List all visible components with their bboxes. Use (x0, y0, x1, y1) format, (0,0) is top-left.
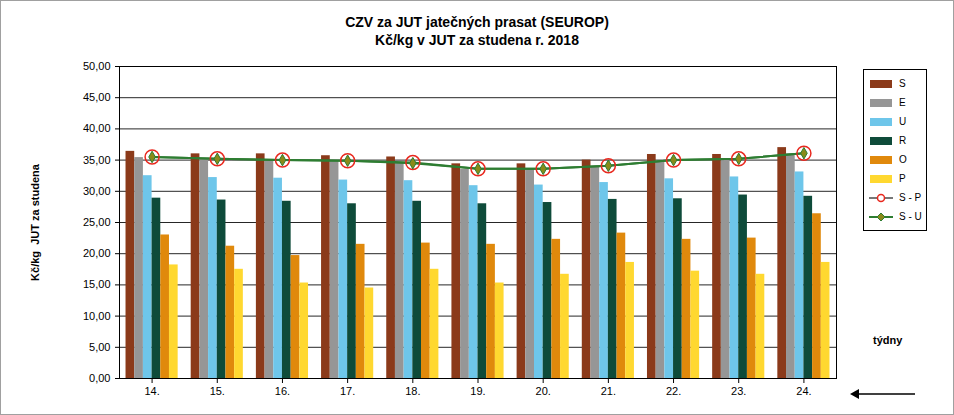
svg-text:17.: 17. (340, 385, 355, 397)
svg-text:35,00: 35,00 (83, 154, 111, 166)
svg-text:0,00: 0,00 (89, 372, 110, 384)
html-text:U: U (899, 116, 907, 127)
svg-text:23.: 23. (731, 385, 746, 397)
svg-text:50,00: 50,00 (83, 60, 111, 72)
html-text:P: P (899, 173, 906, 184)
html-text:S - U: S - U (899, 211, 922, 222)
svg-text:16.: 16. (275, 385, 290, 397)
svg-text:20.: 20. (536, 385, 551, 397)
html-text:O: O (899, 154, 907, 165)
svg-text:10,00: 10,00 (83, 310, 111, 322)
svg-text:18.: 18. (405, 385, 420, 397)
html-text:týdny: týdny (873, 334, 903, 346)
svg-text:14.: 14. (144, 385, 159, 397)
svg-text:40,00: 40,00 (83, 122, 111, 134)
html-text:S - P: S - P (899, 192, 922, 203)
html-text:R: R (899, 135, 907, 146)
html-text:CZV za JUT jatečných prasat (S: CZV za JUT jatečných prasat (SEUROP) (345, 14, 609, 30)
html-text:E: E (899, 97, 906, 108)
svg-text:15.: 15. (210, 385, 225, 397)
html-text:Kč/kg v JUT za studena r. 2018: Kč/kg v JUT za studena r. 2018 (375, 32, 579, 48)
svg-text:15,00: 15,00 (83, 278, 111, 290)
svg-text:30,00: 30,00 (83, 185, 111, 197)
svg-text:19.: 19. (470, 385, 485, 397)
svg-text:22.: 22. (666, 385, 681, 397)
svg-text:25,00: 25,00 (83, 216, 111, 228)
svg-text:Kč/kg JUT za studena: Kč/kg JUT za studena (29, 163, 41, 281)
svg-text:20,00: 20,00 (83, 247, 111, 259)
svg-text:5,00: 5,00 (89, 341, 110, 353)
svg-text:45,00: 45,00 (83, 91, 111, 103)
html-text:S: S (899, 78, 906, 89)
svg-text:21.: 21. (601, 385, 616, 397)
svg-text:24.: 24. (796, 385, 811, 397)
